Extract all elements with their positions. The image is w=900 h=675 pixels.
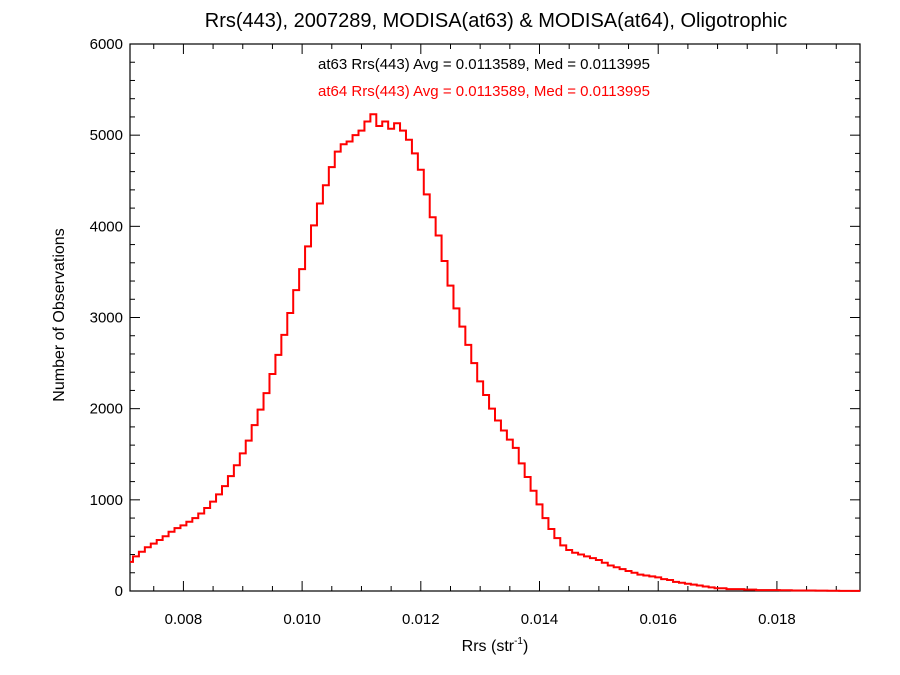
annotation-at63: at63 Rrs(443) Avg = 0.0113589, Med = 0.0…	[318, 56, 650, 73]
x-tick-label: 0.016	[639, 611, 677, 628]
y-tick-label: 3000	[90, 310, 123, 327]
x-tick-label: 0.008	[165, 611, 203, 628]
series-layer	[130, 113, 860, 592]
x-axis-minor-ticks	[153, 44, 837, 591]
plot-frame	[129, 43, 861, 592]
y-axis-ticks: 0 1000 2000 3000 4000 5000 6000	[90, 36, 860, 600]
x-tick-label: 0.014	[521, 611, 559, 628]
series-line-at64	[130, 113, 860, 592]
annotation-at64: at64 Rrs(443) Avg = 0.0113589, Med = 0.0…	[318, 83, 650, 100]
x-axis-ticks: 0.008 0.010 0.012 0.014 0.016 0.018	[165, 44, 796, 628]
x-tick-label: 0.018	[758, 611, 796, 628]
y-tick-label: 4000	[90, 218, 123, 235]
x-axis-label-main: Rrs (str	[462, 638, 515, 655]
x-axis-label: Rrs (str-1)	[462, 636, 529, 655]
y-tick-label: 1000	[90, 492, 123, 509]
x-axis-label-superscript: -1	[514, 636, 523, 647]
series-line-at63	[130, 113, 860, 592]
x-axis-label-tail: )	[523, 638, 528, 655]
y-tick-label: 0	[115, 583, 123, 600]
y-tick-label: 6000	[90, 36, 123, 53]
y-tick-label: 5000	[90, 127, 123, 144]
y-axis-minor-ticks	[130, 61, 860, 574]
x-tick-label: 0.012	[402, 611, 440, 628]
x-tick-label: 0.010	[283, 611, 321, 628]
y-tick-label: 2000	[90, 401, 123, 418]
chart-title: Rrs(443), 2007289, MODISA(at63) & MODISA…	[205, 10, 787, 32]
y-axis-label: Number of Observations	[51, 228, 68, 401]
